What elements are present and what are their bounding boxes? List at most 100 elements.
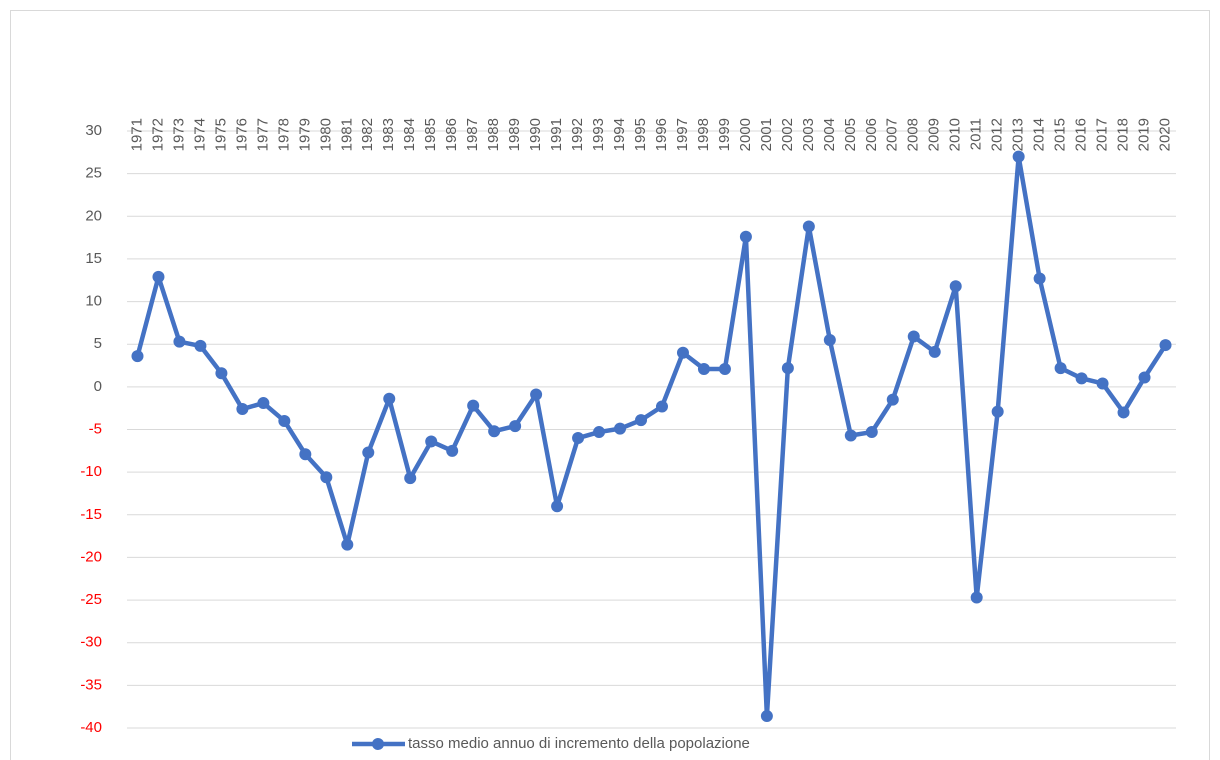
data-point bbox=[844, 429, 857, 442]
y-tick-label: 15 bbox=[85, 250, 102, 267]
x-tick-label: 2002 bbox=[779, 118, 796, 151]
x-tick-label: 1972 bbox=[149, 118, 166, 151]
data-point bbox=[1054, 362, 1067, 375]
x-tick-label: 1997 bbox=[674, 118, 691, 151]
y-tick-label: -35 bbox=[80, 676, 102, 693]
legend-marker bbox=[372, 738, 384, 750]
x-tick-label: 1976 bbox=[233, 118, 250, 151]
x-tick-label: 2012 bbox=[989, 118, 1006, 151]
x-tick-label: 1993 bbox=[590, 118, 607, 151]
x-tick-label: 1982 bbox=[359, 118, 376, 151]
x-tick-label: 1980 bbox=[317, 118, 334, 151]
y-tick-label: -5 bbox=[89, 420, 102, 437]
data-point bbox=[152, 270, 165, 283]
x-tick-label: 2007 bbox=[884, 118, 901, 151]
legend-label: tasso medio annuo di incremento della po… bbox=[408, 735, 750, 752]
data-point bbox=[131, 350, 144, 363]
x-tick-label: 2013 bbox=[1010, 118, 1027, 151]
data-point bbox=[320, 471, 333, 484]
data-point bbox=[593, 426, 606, 439]
x-tick-label: 1983 bbox=[380, 118, 397, 151]
data-point bbox=[949, 280, 962, 293]
x-tick-label: 2000 bbox=[737, 118, 754, 151]
data-point bbox=[635, 414, 648, 427]
x-tick-label: 1985 bbox=[422, 118, 439, 151]
x-tick-label: 2019 bbox=[1135, 118, 1152, 151]
data-point bbox=[802, 220, 815, 233]
y-tick-label: -20 bbox=[80, 548, 102, 565]
y-tick-label: -40 bbox=[80, 719, 102, 736]
data-point bbox=[173, 335, 186, 348]
y-tick-label: 20 bbox=[85, 207, 102, 224]
y-tick-label: -15 bbox=[80, 506, 102, 523]
data-point bbox=[760, 710, 773, 723]
data-point bbox=[530, 388, 543, 401]
x-tick-label: 2016 bbox=[1073, 118, 1090, 151]
x-tick-label: 1978 bbox=[275, 118, 292, 151]
data-point bbox=[1075, 372, 1088, 385]
x-tick-label: 1981 bbox=[338, 118, 355, 151]
y-tick-label: 25 bbox=[85, 165, 102, 182]
chart-frame bbox=[10, 10, 1210, 760]
x-tick-label: 2006 bbox=[863, 118, 880, 151]
x-tick-label: 1971 bbox=[128, 118, 145, 151]
x-tick-label: 1977 bbox=[254, 118, 271, 151]
x-tick-label: 2001 bbox=[758, 118, 775, 151]
data-point bbox=[236, 403, 249, 416]
data-point bbox=[572, 432, 585, 445]
x-tick-label: 1979 bbox=[296, 118, 313, 151]
data-point bbox=[865, 426, 878, 439]
x-tick-label: 2014 bbox=[1031, 118, 1048, 151]
data-point bbox=[446, 444, 459, 457]
data-point bbox=[1159, 339, 1172, 352]
data-point bbox=[970, 591, 983, 604]
x-tick-label: 2010 bbox=[947, 118, 964, 151]
x-tick-label: 1998 bbox=[695, 118, 712, 151]
x-tick-label: 1996 bbox=[653, 118, 670, 151]
y-tick-label: 30 bbox=[85, 122, 102, 139]
data-point bbox=[1138, 371, 1151, 384]
data-point bbox=[823, 333, 836, 346]
x-tick-label: 1984 bbox=[401, 118, 418, 151]
data-point bbox=[718, 362, 731, 375]
y-tick-label: -10 bbox=[80, 463, 102, 480]
x-tick-label: 1974 bbox=[191, 118, 208, 151]
data-point bbox=[341, 538, 354, 551]
x-tick-label: 2015 bbox=[1052, 118, 1069, 151]
x-tick-label: 1991 bbox=[548, 118, 565, 151]
data-point bbox=[886, 393, 899, 406]
x-tick-label: 1988 bbox=[485, 118, 502, 151]
data-point bbox=[739, 230, 752, 243]
y-tick-label: -30 bbox=[80, 634, 102, 651]
data-point bbox=[425, 435, 438, 448]
x-tick-label: 1987 bbox=[464, 118, 481, 151]
x-tick-label: 1992 bbox=[569, 118, 586, 151]
data-point bbox=[655, 400, 668, 413]
data-point bbox=[697, 362, 710, 375]
data-point bbox=[991, 405, 1004, 418]
x-tick-label: 1995 bbox=[632, 118, 649, 151]
x-tick-label: 2008 bbox=[905, 118, 922, 151]
data-point bbox=[299, 448, 312, 461]
x-tick-label: 1975 bbox=[212, 118, 229, 151]
data-point bbox=[488, 425, 501, 438]
x-tick-label: 1994 bbox=[611, 118, 628, 151]
data-point bbox=[676, 346, 689, 359]
data-point bbox=[1033, 272, 1046, 285]
data-point bbox=[257, 397, 270, 410]
x-tick-label: 1989 bbox=[506, 118, 523, 151]
x-tick-label: 1986 bbox=[443, 118, 460, 151]
x-tick-label: 2020 bbox=[1156, 118, 1173, 151]
x-tick-label: 2009 bbox=[926, 118, 943, 151]
data-point bbox=[781, 362, 794, 375]
x-tick-label: 1990 bbox=[527, 118, 544, 151]
data-point bbox=[509, 420, 522, 433]
x-tick-label: 2018 bbox=[1115, 118, 1132, 151]
y-tick-label: 0 bbox=[94, 378, 102, 395]
data-point bbox=[467, 399, 480, 412]
data-point bbox=[278, 414, 291, 427]
x-tick-label: 2017 bbox=[1094, 118, 1111, 151]
y-tick-label: 10 bbox=[85, 293, 102, 310]
x-tick-label: 2003 bbox=[800, 118, 817, 151]
